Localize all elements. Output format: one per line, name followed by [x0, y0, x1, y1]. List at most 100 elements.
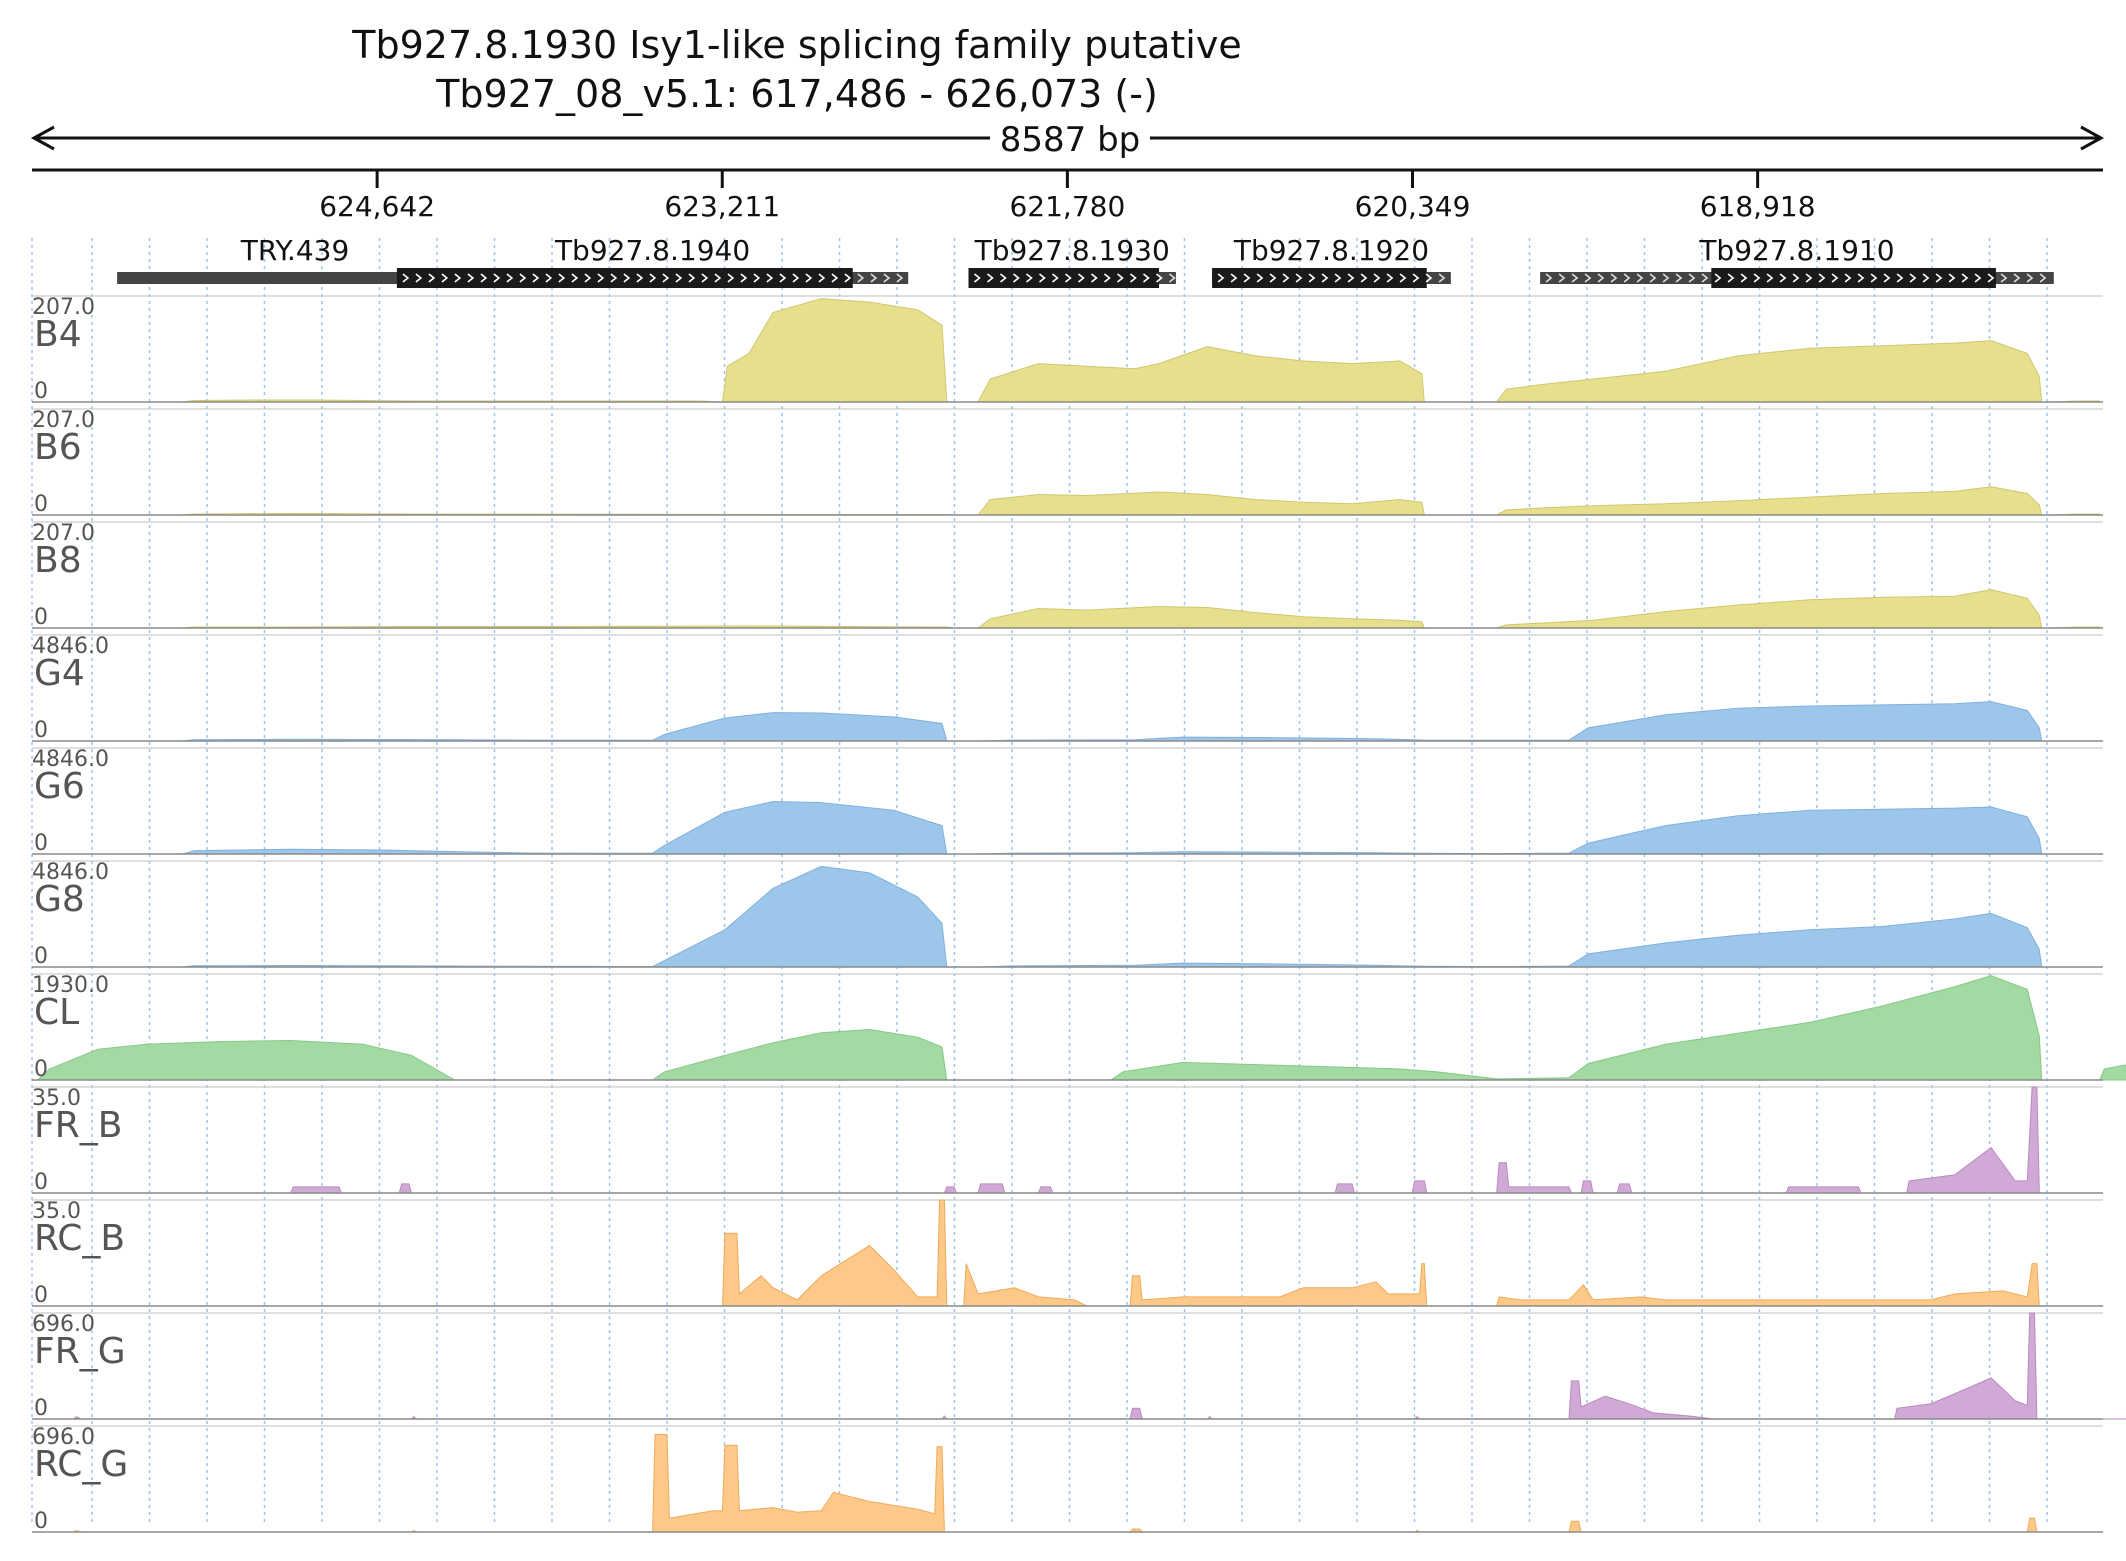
strand-chevron: [766, 273, 774, 283]
strand-chevron: [649, 273, 657, 283]
strand-chevron: [584, 273, 592, 283]
strand-chevron: [1168, 273, 1176, 283]
strand-chevron: [1399, 273, 1407, 283]
track-CL: 1930.0CL 0: [32, 973, 2126, 1082]
strand-chevron: [2013, 273, 2021, 283]
strand-chevron: [1974, 273, 1982, 283]
coverage-area: [182, 800, 2076, 855]
coverage-area: [182, 486, 2101, 516]
track-name-label: FR_B: [34, 1105, 122, 1146]
track-max-label: 207.0: [32, 408, 95, 433]
strand-chevron: [1675, 273, 1683, 283]
strand-chevron: [1870, 273, 1878, 283]
strand-chevron: [1727, 273, 1735, 283]
strand-chevron: [1948, 273, 1956, 283]
track-max-label: 207.0: [32, 295, 95, 320]
span-label: 8587 bp: [1000, 120, 1141, 160]
genomic-axis: 624,642 623,211 621,780 620,349 618,918: [32, 168, 2103, 223]
coverage-area: [290, 1086, 2040, 1194]
strand-chevron: [558, 273, 566, 283]
strand-chevron: [688, 273, 696, 283]
track-G8: 4846.0G8 0: [32, 860, 2103, 969]
coverage-area: [71, 1434, 2038, 1533]
track-name-label: RC_G: [34, 1444, 128, 1485]
track-name-label: RC_B: [34, 1218, 125, 1259]
track-max-label: 4846.0: [32, 634, 109, 659]
strand-chevron: [1740, 273, 1748, 283]
track-zero-label: 0: [34, 379, 48, 404]
strand-chevron: [1090, 273, 1098, 283]
strand-chevron: [1649, 273, 1657, 283]
coverage-area: [72, 1312, 2126, 1420]
track-RC_G: 696.0RC_G 0: [32, 1425, 2103, 1534]
axis-tick-label: 623,211: [664, 190, 780, 223]
strand-chevron: [1558, 273, 1566, 283]
strand-chevron: [999, 273, 1007, 283]
strand-chevron: [1012, 273, 1020, 283]
strand-chevron: [1584, 273, 1592, 283]
track-name-label: FR_G: [34, 1331, 126, 1372]
strand-chevron: [818, 273, 826, 283]
strand-chevron: [727, 273, 735, 283]
strand-chevron: [714, 273, 722, 283]
gene-cds: [1212, 268, 1427, 288]
track-name-label: B4: [34, 314, 82, 355]
plot-title: Tb927.8.1930 Isy1-like splicing family p…: [351, 23, 1241, 67]
strand-chevron: [1857, 273, 1865, 283]
gene-label: Tb927.8.1910: [1698, 234, 1894, 267]
track-RC_B: 35.0RC_B 0: [32, 1199, 2103, 1308]
axis-tick-label: 620,349: [1355, 190, 1471, 223]
strand-chevron: [1103, 273, 1111, 283]
strand-chevron: [1438, 273, 1446, 283]
strand-chevron: [636, 273, 644, 283]
strand-chevron: [1571, 273, 1579, 283]
strand-chevron: [1308, 273, 1316, 283]
strand-chevron: [1545, 273, 1553, 283]
strand-chevron: [1025, 273, 1033, 283]
track-zero-label: 0: [34, 1057, 48, 1082]
strand-chevron: [1662, 273, 1670, 283]
strand-chevron: [1155, 273, 1163, 283]
track-name-label: B8: [34, 540, 82, 581]
strand-chevron: [571, 273, 579, 283]
strand-chevron: [1935, 273, 1943, 283]
strand-chevron: [1701, 273, 1709, 283]
coverage-area: [182, 865, 2076, 968]
strand-chevron: [2000, 273, 2008, 283]
strand-chevron: [532, 273, 540, 283]
coverage-area: [182, 589, 2101, 629]
strand-chevron: [1961, 273, 1969, 283]
strand-chevron: [2026, 273, 2034, 283]
strand-chevron: [1922, 273, 1930, 283]
track-max-label: 696.0: [32, 1425, 95, 1450]
strand-chevron: [1844, 273, 1852, 283]
track-G6: 4846.0G6 0: [32, 747, 2103, 856]
gene-Tb927.8.1930: Tb927.8.1930: [968, 234, 1176, 288]
grid-lines: [31, 238, 2048, 1526]
track-zero-label: 0: [34, 944, 48, 969]
axis-tick-label: 618,918: [1700, 190, 1816, 223]
strand-chevron: [1425, 273, 1433, 283]
track-zero-label: 0: [34, 1170, 48, 1195]
strand-chevron: [1129, 273, 1137, 283]
gene-label: TRY.439: [240, 234, 350, 267]
strand-chevron: [1896, 273, 1904, 283]
track-zero-label: 0: [34, 1283, 48, 1308]
strand-chevron: [1295, 273, 1303, 283]
strand-chevron: [493, 273, 501, 283]
track-max-label: 696.0: [32, 1312, 95, 1337]
strand-chevron: [831, 273, 839, 283]
strand-chevron: [805, 273, 813, 283]
strand-chevron: [1753, 273, 1761, 283]
strand-chevron: [740, 273, 748, 283]
span-arrow-right: [2080, 125, 2105, 151]
gene-cds: [396, 268, 853, 288]
strand-chevron: [1883, 273, 1891, 283]
strand-chevron: [519, 273, 527, 283]
strand-chevron: [1597, 273, 1605, 283]
coverage-area: [182, 701, 2076, 742]
strand-chevron: [1792, 273, 1800, 283]
track-name-label: B6: [34, 427, 82, 468]
track-B4: 207.0B4 0: [32, 295, 2103, 404]
track-B8: 207.0B8 0: [32, 521, 2103, 630]
